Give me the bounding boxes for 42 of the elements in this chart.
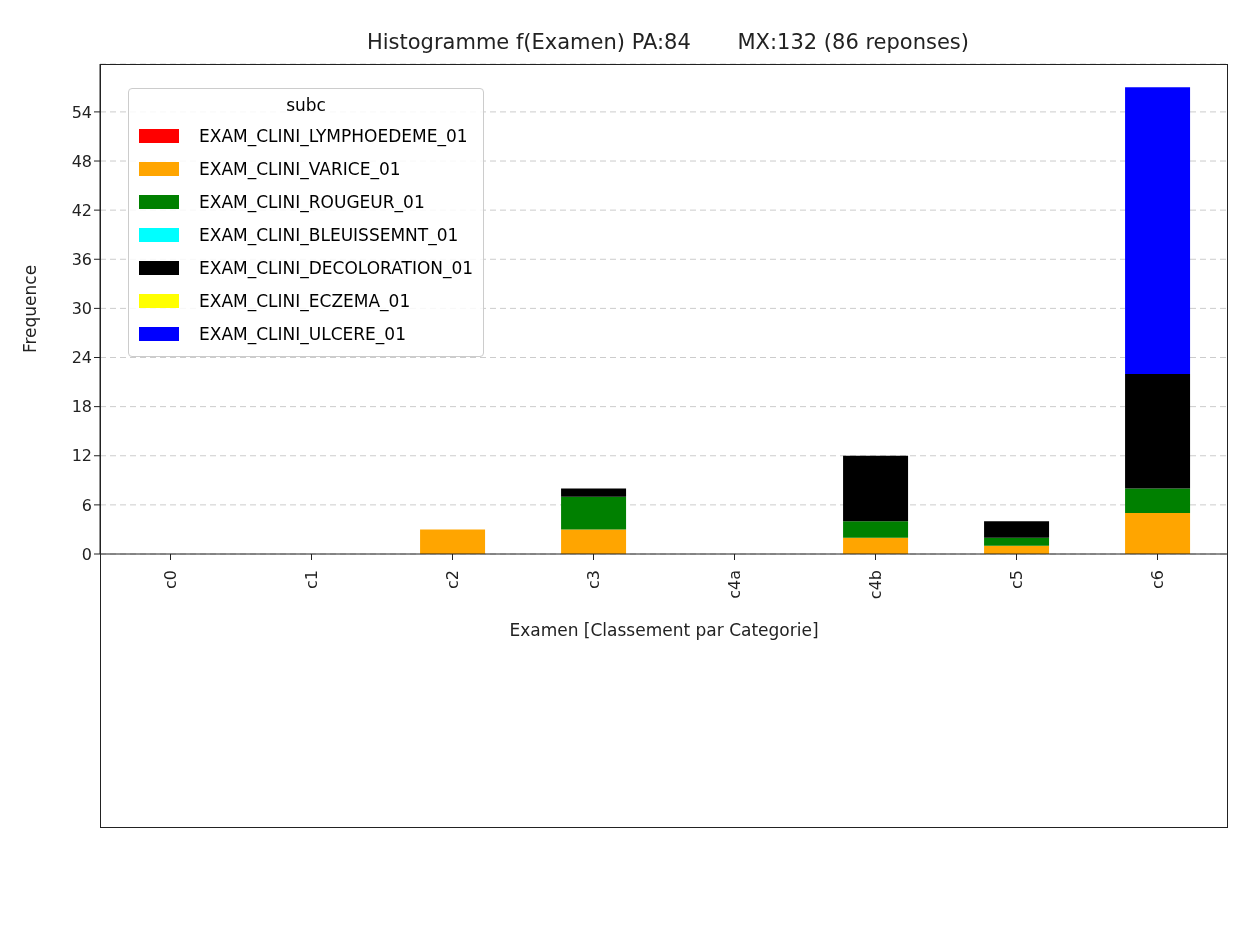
x-tick-label: c4b bbox=[866, 570, 885, 600]
x-tick-label: c4a bbox=[725, 570, 744, 599]
x-tick-label: c6 bbox=[1148, 570, 1167, 589]
bar bbox=[1125, 87, 1191, 374]
bar bbox=[843, 455, 909, 522]
legend-label: EXAM_CLINI_ROUGEUR_01 bbox=[199, 191, 425, 212]
y-tick-label: 0 bbox=[81, 544, 92, 564]
y-tick-label: 24 bbox=[71, 348, 92, 368]
chart-title: Histogramme f(Examen) PA:84 MX:132 (86 reponses) bbox=[365, 30, 970, 54]
bar bbox=[1125, 513, 1191, 554]
bar bbox=[561, 488, 627, 497]
x-tick-label: c2 bbox=[443, 570, 462, 589]
legend-label: EXAM_CLINI_ECZEMA_01 bbox=[199, 290, 411, 311]
bar bbox=[1125, 488, 1191, 514]
y-axis-title: Frequence bbox=[20, 264, 41, 354]
legend-label: EXAM_CLINI_BLEUISSEMNT_01 bbox=[199, 224, 459, 245]
bar bbox=[843, 521, 909, 538]
y-tick-label: 6 bbox=[81, 495, 92, 515]
y-tick-label: 30 bbox=[71, 299, 92, 319]
y-tick-label: 18 bbox=[71, 397, 92, 417]
x-tick-label: c1 bbox=[302, 570, 321, 589]
bar bbox=[561, 529, 627, 554]
y-tick-label: 48 bbox=[71, 151, 92, 171]
legend-label: EXAM_CLINI_VARICE_01 bbox=[199, 158, 401, 179]
bar bbox=[561, 496, 627, 530]
bar bbox=[984, 537, 1050, 546]
y-tick-label: 54 bbox=[71, 102, 92, 122]
legend-label: EXAM_CLINI_LYMPHOEDEME_01 bbox=[199, 125, 468, 146]
x-axis-title: Examen [Classement par Categorie] bbox=[509, 620, 819, 640]
x-tick-label: c5 bbox=[1007, 570, 1026, 589]
bar bbox=[984, 521, 1050, 538]
x-tick-label: c3 bbox=[584, 570, 603, 589]
y-tick-label: 12 bbox=[71, 446, 92, 466]
bar bbox=[843, 537, 909, 554]
legend-title: subc bbox=[285, 95, 327, 115]
bar bbox=[420, 529, 486, 554]
legend-label: EXAM_CLINI_DECOLORATION_01 bbox=[199, 257, 474, 278]
y-tick-label: 36 bbox=[71, 249, 92, 269]
x-tick-label: c0 bbox=[161, 570, 180, 589]
y-tick-label: 42 bbox=[71, 200, 92, 220]
bar bbox=[1125, 373, 1191, 489]
legend-label: EXAM_CLINI_ULCERE_01 bbox=[199, 323, 406, 344]
